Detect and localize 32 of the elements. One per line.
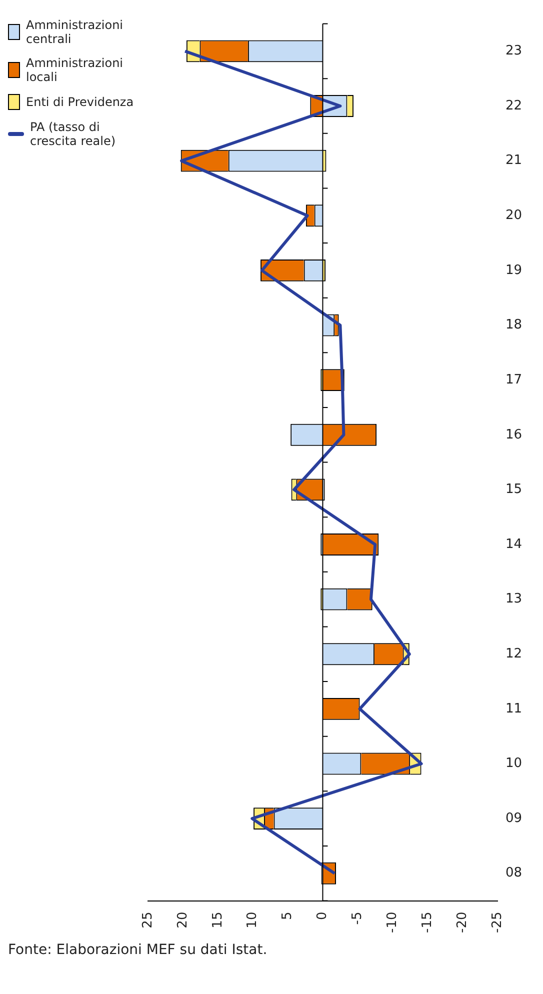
source-note: Fonte: Elaborazioni MEF su dati Istat. — [8, 942, 268, 958]
x-tick-label: 20 — [175, 912, 190, 928]
legend-label: Amministrazioni locali — [26, 56, 124, 84]
y-tick-label: 16 — [505, 427, 522, 442]
y-tick-label: 13 — [505, 592, 522, 607]
y-tick-label: 19 — [505, 262, 522, 278]
x-tick-label: 10 — [245, 912, 260, 928]
x-tick-label: -5 — [350, 912, 366, 925]
x-tick-label: 5 — [280, 912, 296, 920]
y-tick-label: 22 — [505, 98, 522, 114]
y-tick-label: 21 — [505, 153, 522, 168]
y-tick-label: 18 — [505, 318, 522, 333]
x-tick-label: -15 — [420, 912, 435, 933]
y-tick-label: 10 — [505, 756, 522, 772]
x-tick-label: 0 — [315, 912, 330, 920]
y-tick-label: 20 — [505, 208, 522, 224]
x-tick-label: -25 — [490, 912, 505, 933]
x-tick-label: -20 — [454, 912, 470, 933]
x-tick-label: 25 — [140, 912, 156, 928]
x-tick-label: -10 — [384, 912, 400, 933]
y-tick-label: 12 — [505, 646, 522, 662]
y-tick-label: 15 — [505, 482, 522, 498]
y-tick-label: 09 — [505, 810, 522, 826]
y-tick-label: 11 — [505, 701, 522, 716]
y-tick-label: 17 — [505, 372, 522, 388]
y-tick-label: 08 — [505, 866, 522, 881]
y-tick-label: 23 — [505, 44, 522, 59]
legend-label: Enti di Previdenza — [26, 95, 134, 109]
y-tick-label: 14 — [505, 536, 522, 552]
legend-label: Amministrazioni centrali — [26, 18, 124, 46]
x-tick-label: 15 — [210, 912, 226, 928]
legend-label: PA (tasso di crescita reale) — [30, 120, 117, 148]
